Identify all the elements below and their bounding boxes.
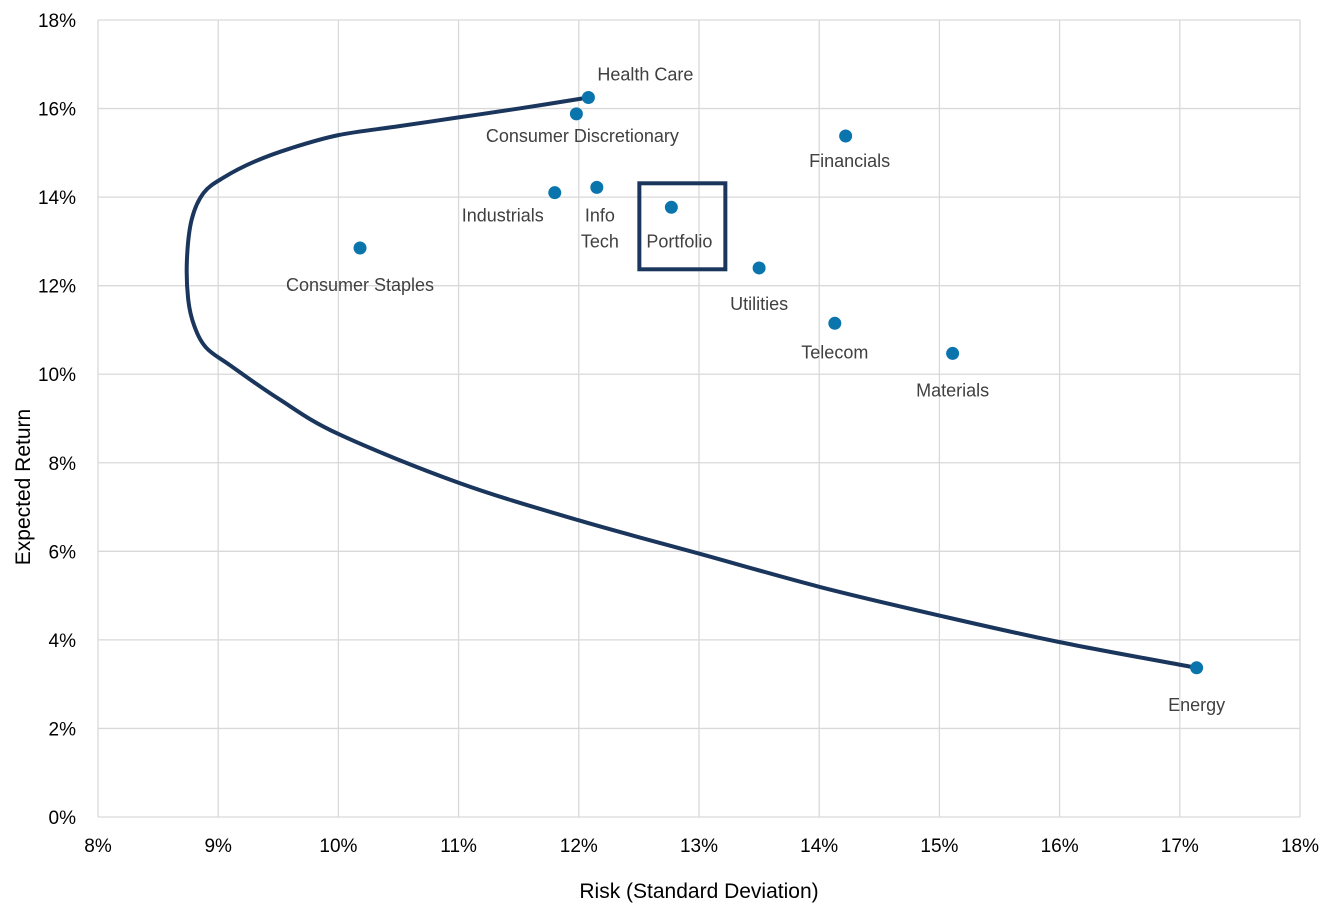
y-tick-label: 16% (38, 100, 76, 121)
data-point-label: Industrials (462, 206, 544, 226)
x-tick-label: 16% (1041, 836, 1079, 857)
x-tick-label: 9% (204, 836, 232, 857)
x-tick-label: 11% (440, 836, 477, 857)
data-point-label: Consumer Staples (286, 275, 434, 295)
data-point-label: Financials (809, 151, 890, 171)
data-point-label: Portfolio (646, 231, 712, 251)
x-tick-label: 14% (800, 836, 838, 857)
portfolio-highlight-box (637, 181, 728, 272)
y-tick-label: 14% (38, 188, 76, 209)
x-tick-label: 17% (1161, 836, 1199, 857)
x-tick-label: 8% (84, 836, 112, 857)
y-tick-label: 8% (49, 454, 77, 475)
data-point (752, 261, 766, 275)
x-tick-label: 12% (560, 836, 598, 857)
x-tick-label: 13% (680, 836, 718, 857)
x-axis-title: Risk (Standard Deviation) (579, 880, 818, 903)
y-tick-label: 0% (49, 808, 77, 829)
data-point (581, 90, 595, 104)
x-tick-label: 10% (319, 836, 357, 857)
data-point-label: Telecom (801, 342, 868, 362)
data-point (664, 200, 678, 214)
data-point-label: Energy (1168, 695, 1225, 715)
efficient-frontier-line (184, 95, 1199, 670)
data-point-label: Materials (916, 380, 989, 400)
data-point (569, 107, 583, 121)
y-tick-label: 4% (49, 631, 77, 652)
y-axis-title: Expected Return (12, 409, 35, 565)
data-point (590, 180, 604, 194)
y-tick-label: 6% (49, 542, 77, 563)
points-layer (353, 90, 1204, 675)
gridlines (97, 19, 1301, 818)
data-point-label: Info Tech (581, 205, 619, 251)
data-point-label: Utilities (730, 294, 788, 314)
tick-labels-layer: 0% 2% 4% 6% 8% 10% 12% 14% 16% 18% 8% 9% 10% 11% 12% 13… (38, 11, 1319, 857)
frontier-layer (184, 95, 1199, 670)
point-labels-layer: Health Care Consumer Discretionary Financi… (286, 64, 1225, 714)
data-point (828, 316, 842, 330)
data-point (1190, 661, 1204, 675)
y-tick-label: 18% (38, 11, 76, 32)
x-tick-label: 15% (920, 836, 958, 857)
data-point (946, 346, 960, 360)
y-tick-label: 2% (49, 719, 77, 740)
y-tick-label: 10% (38, 365, 76, 386)
data-point (548, 186, 562, 200)
x-tick-label: 18% (1281, 836, 1319, 857)
y-tick-label: 12% (38, 277, 76, 298)
data-point-label: Consumer Discretionary (486, 126, 679, 146)
data-point-label: Health Care (597, 64, 693, 84)
data-point (353, 241, 367, 255)
data-point (839, 129, 853, 143)
